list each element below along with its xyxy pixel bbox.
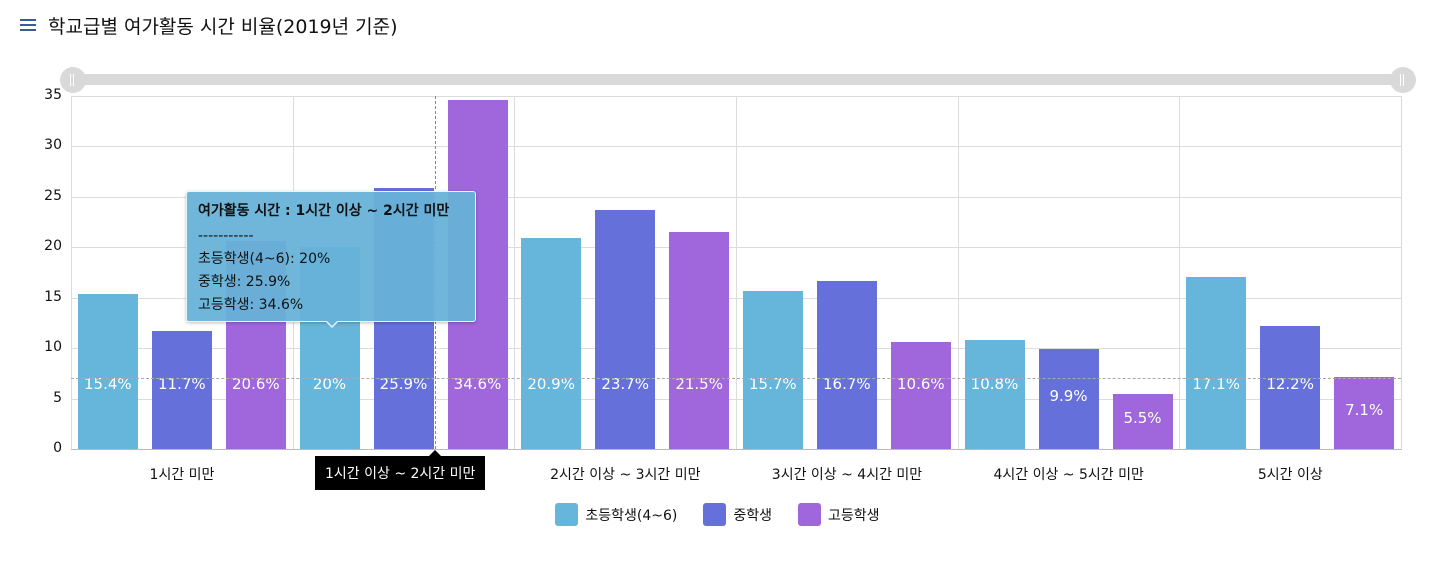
bar[interactable] [1112,393,1173,449]
bar[interactable] [595,209,656,449]
bar-value-label: 10.6% [897,375,945,393]
y-tick-label: 10 [44,339,62,356]
bar-value-label: 15.4% [84,375,132,393]
plot-area: 15.4% 11.7% 20.6% 20% 25.9% 34.6% 20.9% 23.7% 21… [71,96,1402,450]
bar-value-label: 12.2% [1266,375,1314,393]
bar[interactable] [742,290,803,449]
x-tick-label-highlighted: 1시간 이상 ~ 2시간 미만 [315,456,486,490]
bar-value-label: 25.9% [379,375,428,393]
y-tick-label: 0 [53,440,62,456]
bar[interactable] [77,293,138,449]
bar[interactable] [964,340,1025,449]
hamburger-menu-icon[interactable] [20,19,36,31]
legend-swatch [555,503,579,526]
legend-item-elementary[interactable]: 초등학생(4~6) [555,503,677,526]
x-label-pointer [429,450,441,456]
x-tick-label: 4시간 이상 ~ 5시간 미만 [993,467,1144,483]
gridline-vertical [71,96,72,449]
legend-item-middle[interactable]: 중학생 [703,503,772,526]
legend-item-high[interactable]: 고등학생 [798,503,880,526]
tooltip-pointer-fill [326,320,338,326]
gridline-vertical [1179,96,1181,449]
y-tick-label: 15 [44,288,62,305]
chart-header: 학교급별 여가활동 시간 비율(2019년 기준) [20,10,398,40]
bar[interactable] [1260,325,1321,449]
bar[interactable] [669,232,730,449]
slider-track[interactable] [72,74,1404,85]
bar[interactable] [1038,349,1099,449]
y-tick-label: 30 [44,137,62,154]
y-tick-label: 5 [53,389,62,406]
bar[interactable] [1334,377,1395,449]
bar-value-label: 20.6% [232,375,280,393]
bar-value-label: 17.1% [1192,375,1240,393]
y-tick-label: 20 [44,238,62,255]
bar-value-label: 20.9% [527,375,575,393]
tooltip-title: 여가활동 시간 : 1시간 이상 ~ 2시간 미만 [198,203,450,219]
bar-value-label: 20% [312,375,347,393]
bar-value-label: 23.7% [601,375,649,393]
legend-label: 초등학생(4~6) [585,507,678,524]
bar[interactable] [151,331,212,449]
bar-value-label: 15.7% [749,375,797,393]
bar-value-label: 9.9% [1049,387,1088,406]
legend-label: 중학생 [733,507,773,524]
bar-value-label: 16.7% [823,375,871,393]
y-tick-label: 35 [44,87,62,103]
chart-title: 학교급별 여가활동 시간 비율(2019년 기준) [48,15,398,38]
bar-value-label: 7.1% [1345,401,1384,420]
tooltip-line: 초등학생(4~6): 20% [198,251,331,267]
x-tick-label: 3시간 이상 ~ 4시간 미만 [771,467,923,483]
x-tick-label: 2시간 이상 ~ 3시간 미만 [550,467,701,483]
tooltip-separator: ----------- [198,228,254,244]
range-slider[interactable] [60,67,1416,93]
tooltip: 여가활동 시간 : 1시간 이상 ~ 2시간 미만 ----------- 초등… [186,191,476,322]
range-start-handle[interactable] [60,67,86,93]
gridline-vertical [514,96,516,449]
bar-value-label: 5.5% [1123,409,1162,428]
x-tick-label: 5시간 이상 [1257,467,1323,483]
gridline-vertical [957,96,959,449]
bar[interactable] [890,342,951,449]
y-tick-label: 25 [44,187,62,204]
bar[interactable] [521,238,582,449]
legend-swatch [703,503,727,526]
reference-line [71,378,1401,380]
range-end-handle[interactable] [1390,67,1416,93]
tooltip-line: 고등학생: 34.6% [198,297,304,313]
legend-label: 고등학생 [828,507,880,524]
bar-value-label: 21.5% [675,375,723,393]
gridline-vertical [736,96,737,449]
x-tick-label: 1시간 미만 [149,467,215,483]
bar-value-label: 34.6% [453,375,502,393]
bar-value-label: 10.8% [970,375,1019,393]
bar[interactable] [816,280,877,449]
legend-swatch [798,503,822,526]
bar-value-label: 11.7% [158,375,206,393]
legend: 초등학생(4~6) 중학생 고등학생 [0,503,1435,526]
bar[interactable] [1186,276,1247,449]
tooltip-line: 중학생: 25.9% [198,274,291,290]
